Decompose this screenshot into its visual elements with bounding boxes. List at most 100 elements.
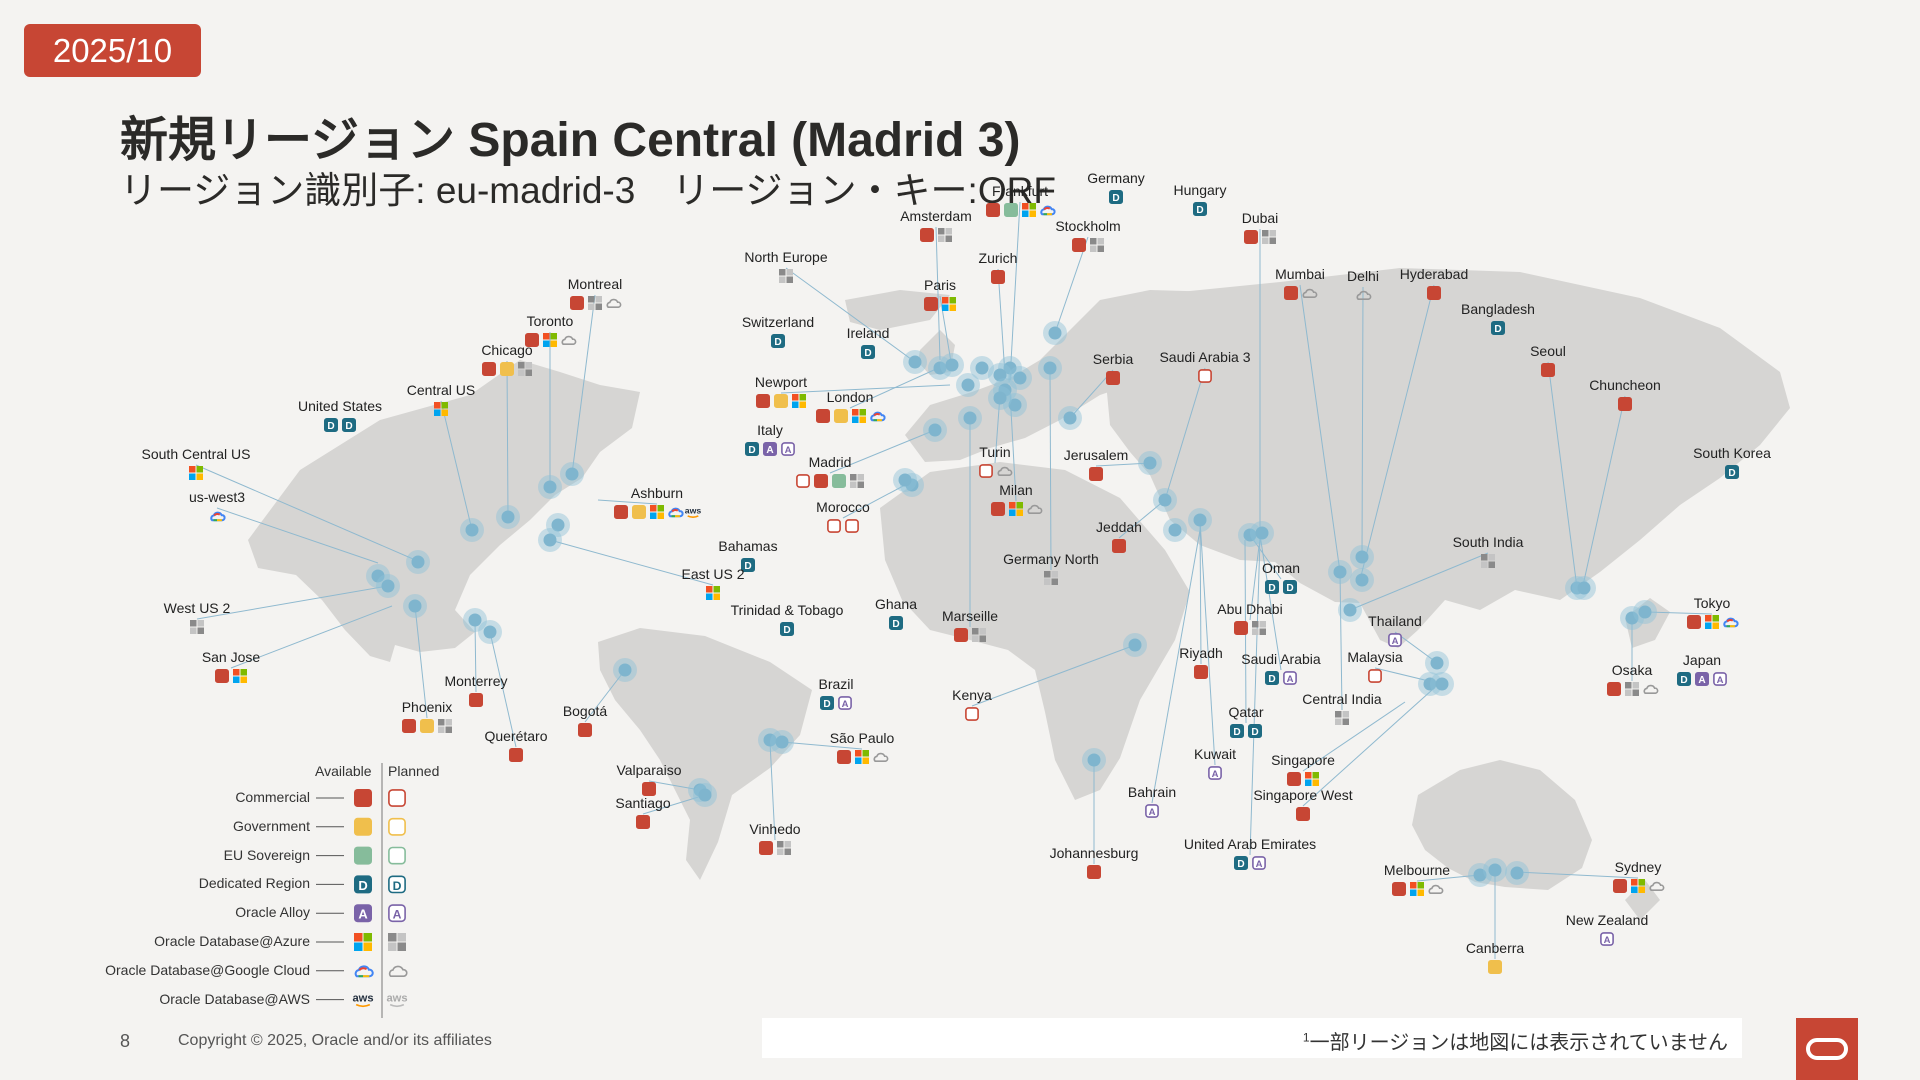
- region-icon-c: [1284, 286, 1298, 300]
- svg-text:A: A: [1717, 675, 1724, 686]
- region-icon-az: [942, 297, 956, 311]
- region-49: Riyadh: [1179, 645, 1223, 679]
- region-64: Kuwait A: [1194, 746, 1236, 780]
- region-12: Hyderabad: [1400, 266, 1469, 300]
- region-2: Hungary D: [1174, 182, 1227, 216]
- region-32: Milan: [991, 482, 1043, 516]
- region-name: North Europe: [744, 249, 827, 265]
- region-name: Singapore West: [1253, 787, 1352, 803]
- legend-planned-government-icon: [388, 817, 406, 836]
- region-icon-az: [852, 409, 866, 423]
- svg-text:A: A: [766, 445, 774, 456]
- region-15: Switzerland D: [742, 314, 814, 348]
- region-name: Montreal: [568, 276, 622, 292]
- svg-text:D: D: [774, 337, 781, 348]
- region-27: South Korea D: [1693, 445, 1771, 479]
- svg-text:D: D: [744, 561, 751, 572]
- svg-text:A: A: [393, 908, 402, 922]
- svg-text:aws: aws: [386, 992, 407, 1004]
- svg-text:A: A: [842, 699, 849, 710]
- region-icon-ap: A: [1145, 804, 1159, 818]
- region-58: Central India: [1302, 691, 1382, 725]
- region-dot: [1633, 600, 1657, 624]
- region-name: Vinhedo: [749, 821, 800, 837]
- region-icon-cp: [979, 464, 993, 478]
- region-icon-c: [1618, 397, 1632, 411]
- region-icon-azp: [938, 228, 952, 242]
- region-icon-azp: [779, 269, 793, 283]
- region-name: Delhi: [1347, 268, 1379, 284]
- region-name: Germany North: [1003, 551, 1099, 567]
- region-icon-g: [210, 511, 226, 522]
- region-name: United Arab Emirates: [1184, 836, 1316, 852]
- svg-text:D: D: [358, 878, 367, 893]
- region-76: Canberra: [1466, 940, 1524, 974]
- region-name: Hyderabad: [1400, 266, 1469, 282]
- region-name: West US 2: [164, 600, 231, 616]
- region-icon-az: [792, 394, 806, 408]
- region-icon-d: D: [1725, 465, 1739, 479]
- region-icon-gp: [1356, 290, 1372, 300]
- region-name: Sydney: [1615, 859, 1662, 875]
- svg-text:D: D: [864, 348, 871, 359]
- region-name: Monterrey: [444, 673, 507, 689]
- region-50: San Jose: [202, 649, 260, 683]
- region-75: New Zealand A: [1566, 912, 1649, 946]
- region-name: Chicago: [481, 342, 533, 358]
- region-icon-c: [756, 394, 770, 408]
- region-name: Ghana: [875, 596, 917, 612]
- region-name: Madrid: [809, 454, 852, 470]
- region-icon-ap: A: [1252, 856, 1266, 870]
- region-dot: [928, 356, 952, 380]
- region-icon-d: D: [1234, 856, 1248, 870]
- legend-planned-google-icon: [388, 965, 408, 977]
- region-74: Sydney: [1613, 859, 1665, 893]
- region-63: Querétaro: [484, 728, 548, 762]
- svg-text:D: D: [1251, 727, 1258, 738]
- legend-available-government-icon: [354, 817, 372, 836]
- region-dot: [893, 468, 917, 492]
- region-icon-c: [1607, 682, 1621, 696]
- region-name: United States: [298, 398, 382, 414]
- region-dot: [940, 353, 964, 377]
- region-44: Trinidad & Tobago D: [731, 602, 844, 636]
- region-19: Serbia: [1093, 351, 1133, 385]
- region-icon-c: [482, 362, 496, 376]
- region-icon-d: D: [1193, 202, 1207, 216]
- region-name: Johannesburg: [1050, 845, 1139, 861]
- region-dot: [1425, 651, 1449, 675]
- region-dot: [1430, 672, 1454, 696]
- region-name: Melbourne: [1384, 862, 1450, 878]
- region-icon-ap: A: [1208, 766, 1222, 780]
- region-icon-azp: [1044, 571, 1058, 585]
- region-icon-d: D: [741, 558, 755, 572]
- region-43: Ghana D: [875, 596, 917, 630]
- region-icon-g: [1723, 617, 1739, 628]
- region-24: London: [816, 389, 886, 423]
- region-name: Saudi Arabia 3: [1159, 349, 1250, 365]
- region-56: Brazil D A: [818, 676, 853, 710]
- region-dot: [1328, 560, 1352, 584]
- svg-text:A: A: [1698, 675, 1706, 686]
- region-22: Central US: [407, 382, 475, 416]
- region-name: Dubai: [1242, 210, 1279, 226]
- region-icon-c: [991, 502, 1005, 516]
- region-52: Malaysia: [1347, 649, 1403, 683]
- region-dot: [988, 363, 1012, 387]
- region-55: Monterrey: [444, 673, 508, 707]
- region-41: East US 2: [681, 566, 745, 600]
- region-icon-c: [570, 296, 584, 310]
- region-icon-e: [832, 474, 846, 488]
- region-dot: [538, 528, 562, 552]
- region-icon-c: [1287, 772, 1301, 786]
- region-icon-c: [509, 748, 523, 762]
- region-icon-az: [706, 586, 720, 600]
- region-icon-c: [991, 270, 1005, 284]
- legend-available-heading: Available: [315, 763, 372, 779]
- region-47: Marseille: [942, 608, 998, 642]
- region-name: Central India: [1302, 691, 1382, 707]
- date-badge: 2025/10: [24, 24, 201, 77]
- region-name: Osaka: [1612, 662, 1653, 678]
- region-icon-az: [1410, 882, 1424, 896]
